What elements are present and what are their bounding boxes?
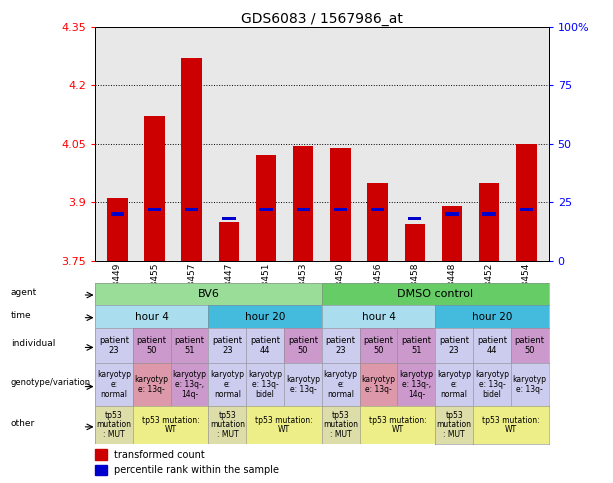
- Text: BV6: BV6: [197, 289, 219, 299]
- Text: tp53
mutation
: MUT: tp53 mutation : MUT: [436, 411, 471, 439]
- Bar: [297, 208, 310, 211]
- Text: patient
50: patient 50: [288, 336, 318, 355]
- Text: patient
51: patient 51: [402, 336, 432, 355]
- Bar: [95, 449, 107, 460]
- Text: patient
23: patient 23: [439, 336, 469, 355]
- Bar: [520, 208, 533, 211]
- Text: tp53
mutation
: MUT: tp53 mutation : MUT: [96, 411, 131, 439]
- Bar: [367, 183, 388, 261]
- Text: patient
44: patient 44: [250, 336, 280, 355]
- Bar: [111, 213, 124, 215]
- Bar: [482, 213, 496, 215]
- Text: tp53 mutation:
WT: tp53 mutation: WT: [142, 415, 199, 434]
- Bar: [259, 208, 273, 211]
- Text: other: other: [11, 418, 35, 427]
- Text: tp53 mutation:
WT: tp53 mutation: WT: [255, 415, 313, 434]
- Text: karyotyp
e:
normal: karyotyp e: normal: [324, 370, 358, 398]
- Text: tp53
mutation
: MUT: tp53 mutation : MUT: [210, 411, 245, 439]
- Text: hour 4: hour 4: [362, 312, 395, 322]
- Bar: [107, 199, 128, 261]
- Text: karyotyp
e: 13q-,
14q-: karyotyp e: 13q-, 14q-: [399, 370, 433, 398]
- Text: karyotyp
e: 13q-
bidel: karyotyp e: 13q- bidel: [475, 370, 509, 398]
- Title: GDS6083 / 1567986_at: GDS6083 / 1567986_at: [241, 12, 403, 26]
- Text: karyotyp
e: 13q-
bidel: karyotyp e: 13q- bidel: [248, 370, 282, 398]
- Text: agent: agent: [11, 288, 37, 297]
- Bar: [148, 208, 161, 211]
- Bar: [330, 148, 351, 261]
- Text: karyotyp
e: 13q-: karyotyp e: 13q-: [362, 375, 395, 394]
- Text: hour 20: hour 20: [472, 312, 512, 322]
- Text: patient
23: patient 23: [99, 336, 129, 355]
- Bar: [223, 217, 235, 220]
- Bar: [293, 146, 313, 261]
- Bar: [405, 224, 425, 261]
- Text: hour 4: hour 4: [135, 312, 169, 322]
- Text: patient
50: patient 50: [137, 336, 167, 355]
- Text: karyotyp
e:
normal: karyotyp e: normal: [97, 370, 131, 398]
- Bar: [408, 217, 421, 220]
- Text: individual: individual: [11, 340, 55, 348]
- Bar: [219, 222, 239, 261]
- Text: karyotyp
e:
normal: karyotyp e: normal: [437, 370, 471, 398]
- Bar: [445, 213, 459, 215]
- Text: karyotyp
e:
normal: karyotyp e: normal: [210, 370, 245, 398]
- Text: karyotyp
e: 13q-: karyotyp e: 13q-: [286, 375, 320, 394]
- Text: hour 20: hour 20: [245, 312, 285, 322]
- Text: tp53
mutation
: MUT: tp53 mutation : MUT: [323, 411, 358, 439]
- Text: genotype/variation: genotype/variation: [11, 378, 91, 387]
- Bar: [333, 208, 347, 211]
- Text: karyotyp
e: 13q-: karyotyp e: 13q-: [512, 375, 547, 394]
- Text: patient
23: patient 23: [212, 336, 242, 355]
- Text: patient
51: patient 51: [175, 336, 205, 355]
- Text: transformed count: transformed count: [114, 450, 205, 459]
- Bar: [144, 116, 165, 261]
- Bar: [479, 183, 500, 261]
- Text: tp53 mutation:
WT: tp53 mutation: WT: [368, 415, 426, 434]
- Bar: [95, 465, 107, 475]
- Text: patient
50: patient 50: [364, 336, 394, 355]
- Text: tp53 mutation:
WT: tp53 mutation: WT: [482, 415, 539, 434]
- Text: percentile rank within the sample: percentile rank within the sample: [114, 465, 279, 475]
- Text: patient
50: patient 50: [515, 336, 545, 355]
- Bar: [442, 206, 462, 261]
- Bar: [185, 208, 199, 211]
- Text: DMSO control: DMSO control: [397, 289, 473, 299]
- Bar: [181, 58, 202, 261]
- Text: karyotyp
e: 13q-: karyotyp e: 13q-: [135, 375, 169, 394]
- Text: time: time: [11, 311, 31, 320]
- Bar: [516, 143, 536, 261]
- Bar: [371, 208, 384, 211]
- Text: karyotyp
e: 13q-,
14q-: karyotyp e: 13q-, 14q-: [172, 370, 207, 398]
- Text: patient
23: patient 23: [326, 336, 356, 355]
- Text: patient
44: patient 44: [477, 336, 507, 355]
- Bar: [256, 156, 276, 261]
